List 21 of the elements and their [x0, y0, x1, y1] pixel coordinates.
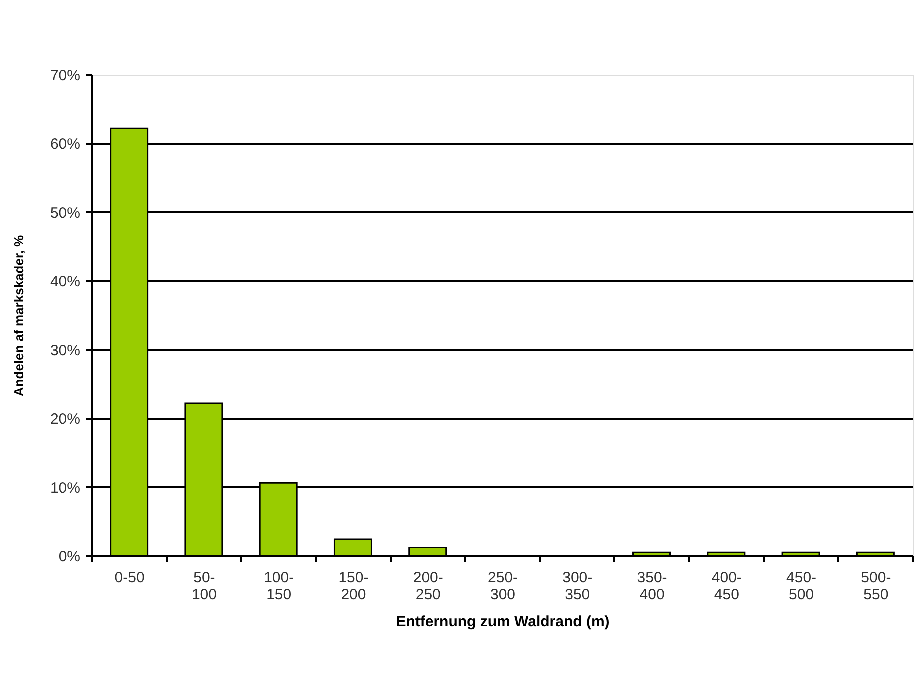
x-tick-label: 450-500	[786, 570, 817, 604]
x-tick-label: 500-550	[861, 570, 892, 604]
y-tick-label: 30%	[50, 342, 80, 360]
x-tick-label: 250-300	[488, 570, 518, 604]
x-tick-label: 300-350	[562, 570, 593, 604]
x-tick-label: 350-400	[637, 570, 668, 604]
y-tick-label: 10%	[50, 480, 80, 497]
y-tick-label: 60%	[50, 136, 80, 154]
y-tick-label: 0%	[58, 548, 80, 566]
y-axis-title: Andelen af markskader, %	[11, 235, 26, 397]
y-tick-label: 50%	[50, 204, 80, 222]
x-tick-label: 50-100	[192, 570, 217, 604]
x-tick-label: 400-450	[712, 570, 742, 604]
x-axis-title: Entfernung zum Waldrand (m)	[396, 614, 610, 630]
x-tick-label: 0-50	[114, 570, 145, 586]
x-tick-label: 200-250	[413, 570, 444, 604]
y-tick-label: 40%	[50, 274, 80, 291]
y-tick-label: 70%	[50, 68, 80, 84]
x-tick-label: 100-150	[264, 570, 294, 604]
y-tick-label: 20%	[50, 411, 80, 428]
x-tick-label: 150-200	[338, 570, 369, 604]
